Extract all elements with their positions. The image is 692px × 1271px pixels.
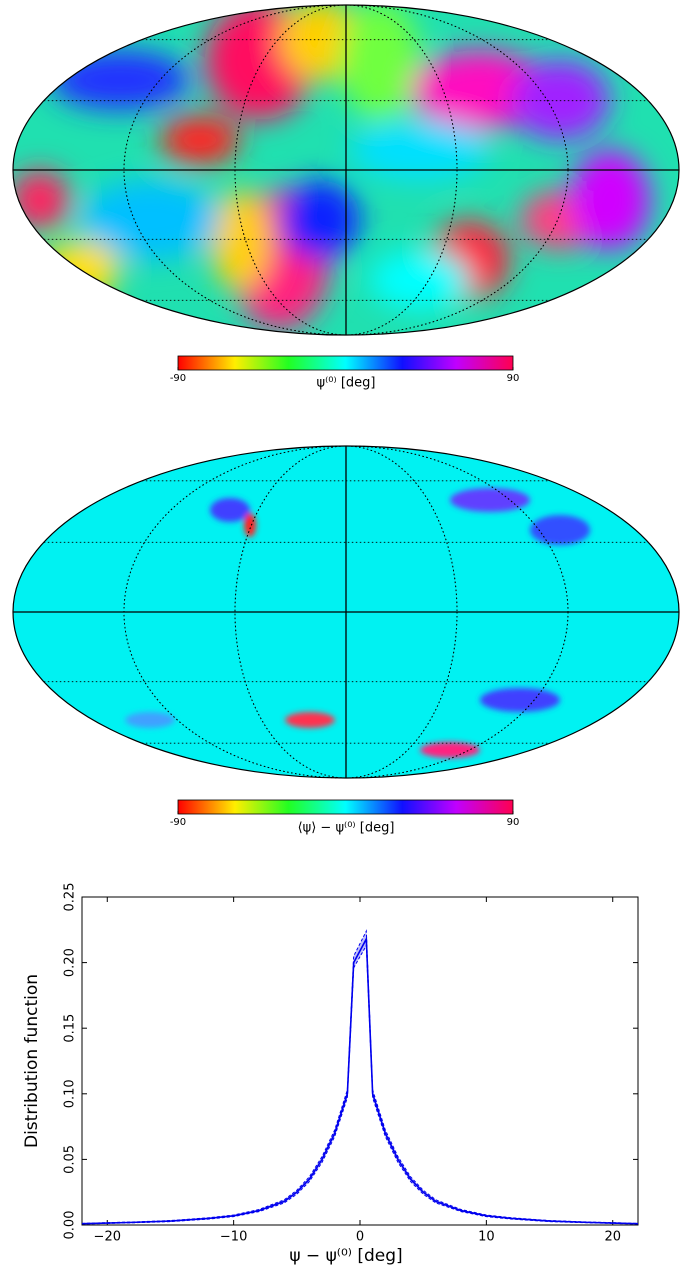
- colorbar-tick-label: -90: [170, 817, 186, 828]
- colorbar-label: ψ⁽⁰⁾ [deg]: [317, 376, 376, 391]
- colorbar: [177, 355, 514, 371]
- x-tick-label: −10: [220, 1230, 247, 1245]
- x-axis-label: ψ − ψ⁽⁰⁾ [deg]: [289, 1246, 402, 1266]
- x-tick-label: 0: [356, 1230, 364, 1245]
- colorbar-label: ⟨ψ⟩ − ψ⁽⁰⁾ [deg]: [298, 821, 395, 836]
- colorbar-tick-label: 90: [507, 817, 520, 828]
- y-tick-label: 0.20: [63, 948, 78, 977]
- graticule: [12, 4, 680, 779]
- map-border: [12, 445, 680, 779]
- y-tick-label: 0.25: [63, 883, 78, 912]
- y-axis-label: Distribution function: [22, 974, 42, 1148]
- map-border: [12, 4, 680, 336]
- y-tick-label: 0.15: [63, 1014, 78, 1043]
- colorbar-tick-label: -90: [170, 373, 186, 384]
- colorbar: [177, 799, 514, 815]
- y-tick-label: 0.10: [63, 1079, 78, 1108]
- x-tick-label: 10: [478, 1230, 495, 1245]
- y-tick-label: 0.05: [63, 1145, 78, 1174]
- band-edge: [81, 929, 639, 1224]
- x-tick-label: 20: [604, 1230, 621, 1245]
- band-edge: [81, 943, 639, 1225]
- y-tick-label: 0.00: [63, 1211, 78, 1240]
- x-tick-label: −20: [94, 1230, 121, 1245]
- colorbar-tick-label: 90: [507, 373, 520, 384]
- confidence-band: [82, 931, 638, 1224]
- line: [81, 936, 639, 1225]
